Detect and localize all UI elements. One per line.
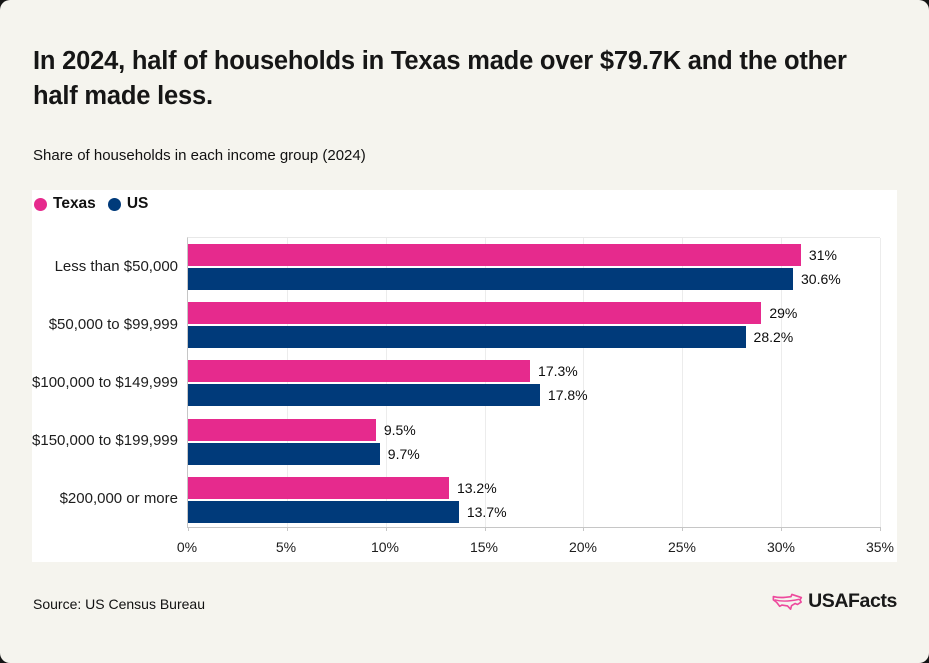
axis-tick xyxy=(188,527,189,531)
legend-swatch-icon xyxy=(107,197,121,211)
legend-item-us: US xyxy=(107,195,149,213)
category-label: Less than $50,000 xyxy=(54,257,178,275)
bar-texas xyxy=(188,418,376,441)
category-label: $50,000 to $99,999 xyxy=(48,315,178,333)
axis-tick xyxy=(682,527,684,531)
x-axis-label: 25% xyxy=(667,539,697,555)
value-label: 13.7% xyxy=(466,503,507,520)
chart-card: Texas US 31% 30.6% 29% 28.2% 17.3% 17.8% 9.5% 9.… xyxy=(32,190,897,562)
legend-label: Texas xyxy=(53,195,96,212)
legend-label: US xyxy=(126,195,149,212)
axis-tick xyxy=(484,527,486,531)
legend-swatch-icon xyxy=(34,197,47,211)
bar-us xyxy=(188,500,459,523)
legend: Texas US xyxy=(34,195,148,213)
bar-texas xyxy=(188,302,762,325)
x-axis-label: 5% xyxy=(275,539,297,555)
category-label: $150,000 to $199,999 xyxy=(32,432,178,450)
x-axis-label: 15% xyxy=(469,539,499,555)
x-axis-label: 35% xyxy=(865,539,895,555)
value-label: 17.3% xyxy=(538,363,578,380)
bar-us xyxy=(188,384,540,407)
category-label: $200,000 or more xyxy=(59,490,178,508)
usafacts-logo-text: USAFacts xyxy=(808,590,897,612)
axis-tick xyxy=(583,527,585,531)
axis-tick xyxy=(385,527,387,531)
gridline xyxy=(484,238,486,527)
bar-texas xyxy=(188,244,801,266)
x-axis-label: 30% xyxy=(766,539,796,555)
value-label: 13.2% xyxy=(456,479,497,496)
bar-us xyxy=(188,268,793,290)
x-axis-label: 10% xyxy=(370,539,400,555)
x-axis-label: 0% xyxy=(176,539,198,555)
source-text: Source: US Census Bureau xyxy=(33,596,205,612)
gridline xyxy=(286,238,288,527)
usafacts-logo[interactable]: USAFacts xyxy=(772,590,897,613)
gridline xyxy=(385,238,387,527)
value-label: 29% xyxy=(769,305,798,322)
legend-item-texas: Texas xyxy=(34,195,96,213)
bar-us xyxy=(188,326,746,349)
x-axis-label: 20% xyxy=(568,539,598,555)
chart-subtitle: Share of households in each income group… xyxy=(33,147,366,164)
bar-texas xyxy=(188,476,449,499)
usa-map-icon xyxy=(772,592,803,612)
value-label: 9.5% xyxy=(383,421,416,438)
gridline xyxy=(583,238,585,527)
bar-texas xyxy=(188,360,531,383)
axis-tick xyxy=(781,527,783,531)
value-label: 31% xyxy=(808,247,837,263)
value-label: 17.8% xyxy=(547,387,588,404)
axis-tick xyxy=(880,527,881,531)
gridline xyxy=(781,238,783,527)
category-label: $100,000 to $149,999 xyxy=(32,373,178,391)
page-title: In 2024, half of households in Texas mad… xyxy=(33,47,847,110)
bar-us xyxy=(188,442,380,465)
value-label: 30.6% xyxy=(801,271,841,287)
axis-tick xyxy=(286,527,288,531)
bar-chart: 31% 30.6% 29% 28.2% 17.3% 17.8% 9.5% 9.7% 13.2% 1… xyxy=(32,237,894,582)
value-label: 9.7% xyxy=(387,445,420,462)
value-label: 28.2% xyxy=(753,329,794,346)
gridline xyxy=(682,238,684,527)
gridline xyxy=(880,238,881,527)
plot-area: 31% 30.6% 29% 28.2% 17.3% 17.8% 9.5% 9.7% 13.2% 1… xyxy=(187,237,881,531)
